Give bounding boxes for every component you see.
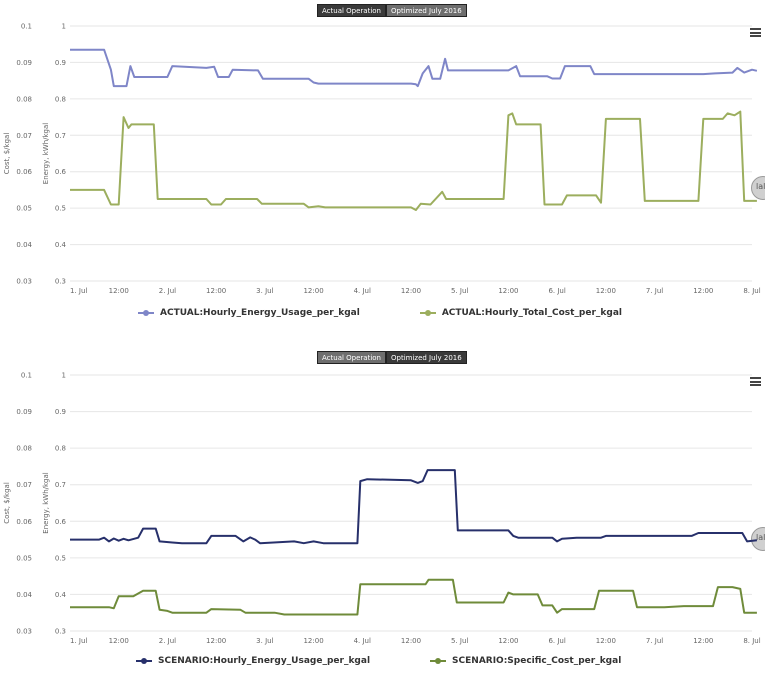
y-tick-label-energy: 1 — [62, 23, 66, 31]
x-tick-label: 8. Jul — [743, 287, 760, 295]
x-tick-label: 6. Jul — [548, 637, 565, 645]
y-tick-label-energy: 0.3 — [55, 278, 66, 286]
chart-panel-actual: Actual Operation Optimized July 2016 lal… — [0, 0, 765, 336]
y-tick-label-cost: 0.05 — [16, 554, 32, 562]
hamburger-menu-icon[interactable] — [750, 377, 761, 386]
x-tick-label: 3. Jul — [256, 637, 273, 645]
x-tick-label: 7. Jul — [646, 287, 663, 295]
y-tick-label-cost: 0.09 — [16, 59, 32, 67]
x-tick-label: 12:00 — [693, 637, 713, 645]
x-tick-label: 5. Jul — [451, 287, 468, 295]
y-tick-label-energy: 0.6 — [55, 518, 67, 526]
y-tick-label-energy: 0.5 — [55, 205, 66, 213]
x-tick-label: 4. Jul — [354, 637, 371, 645]
tab-optimized-july-2016[interactable]: Optimized July 2016 — [386, 351, 467, 364]
x-tick-label: 1. Jul — [70, 637, 87, 645]
tab-optimized-july-2016[interactable]: Optimized July 2016 — [386, 4, 467, 17]
y-tick-label-cost: 0.04 — [16, 591, 32, 599]
legend-marker-icon — [419, 310, 436, 316]
chart-legend: ACTUAL:Hourly_Energy_Usage_per_kgal ACTU… — [138, 308, 622, 318]
y-tick-label-cost: 0.1 — [21, 372, 32, 380]
series-line-energy — [70, 469, 758, 545]
scenario-tabs: Actual Operation Optimized July 2016 — [317, 4, 467, 17]
tab-actual-operation[interactable]: Actual Operation — [317, 351, 386, 364]
x-tick-label: 4. Jul — [354, 287, 371, 295]
legend-marker-icon — [430, 658, 447, 664]
y-tick-label-energy: 0.8 — [55, 445, 66, 453]
legend-label: ACTUAL:Hourly_Energy_Usage_per_kgal — [160, 308, 360, 318]
x-tick-label: 12:00 — [401, 637, 421, 645]
y-tick-label-cost: 0.08 — [16, 95, 32, 103]
y-tick-label-energy: 0.8 — [55, 95, 66, 103]
x-tick-label: 12:00 — [109, 637, 129, 645]
x-tick-label: 12:00 — [109, 287, 129, 295]
scenario-tabs: Actual Operation Optimized July 2016 — [317, 351, 467, 364]
y-tick-label-energy: 0.9 — [55, 59, 66, 67]
y-tick-label-cost: 0.06 — [16, 168, 32, 176]
tab-actual-operation[interactable]: Actual Operation — [317, 4, 386, 17]
x-tick-label: 12:00 — [206, 287, 226, 295]
y-tick-label-energy: 0.3 — [55, 628, 66, 636]
legend-label: ACTUAL:Hourly_Total_Cost_per_kgal — [441, 308, 622, 318]
y-tick-label-energy: 0.4 — [55, 241, 67, 249]
legend-item-scenario-cost[interactable]: SCENARIO:Specific_Cost_per_kgal — [430, 656, 621, 666]
y-tick-label-cost: 0.03 — [16, 278, 32, 286]
legend-marker-icon — [138, 310, 154, 316]
y-axis-title-cost: Cost, $/kgal — [3, 133, 11, 175]
x-tick-label: 2. Jul — [159, 287, 176, 295]
chart-panel-scenario: Actual Operation Optimized July 2016 lal… — [0, 348, 765, 677]
y-axis-title-energy: Energy, kWh/kgal — [42, 123, 50, 185]
chart-plot-area: 0.03 0.3 0.04 0.4 0.05 0.5 0.06 0.6 0.07 0.7 0.08 0… — [3, 23, 761, 296]
y-tick-label-energy: 0.7 — [55, 481, 66, 489]
y-tick-label-energy: 0.6 — [55, 168, 67, 176]
y-tick-label-cost: 0.07 — [16, 132, 32, 140]
legend-label: SCENARIO:Hourly_Energy_Usage_per_kgal — [158, 656, 371, 666]
x-tick-label: 3. Jul — [256, 287, 273, 295]
x-tick-label: 12:00 — [303, 287, 323, 295]
y-tick-label-cost: 0.09 — [16, 408, 32, 416]
y-axis-title-cost: Cost, $/kgal — [3, 482, 11, 524]
y-tick-label-cost: 0.07 — [16, 481, 32, 489]
y-tick-label-energy: 0.5 — [55, 554, 66, 562]
chart-plot-area: 0.03 0.3 0.04 0.4 0.05 0.5 0.06 0.6 0.07 0.7 0.08 0… — [3, 372, 761, 646]
series-line-energy — [70, 48, 758, 88]
y-tick-label-energy: 1 — [62, 372, 66, 380]
legend-item-scenario-energy[interactable]: SCENARIO:Hourly_Energy_Usage_per_kgal — [136, 656, 370, 666]
y-tick-label-energy: 0.4 — [55, 591, 67, 599]
x-tick-label: 5. Jul — [451, 637, 468, 645]
chart-legend: SCENARIO:Hourly_Energy_Usage_per_kgal SC… — [136, 656, 621, 666]
x-tick-label: 1. Jul — [70, 287, 87, 295]
y-tick-label-energy: 0.9 — [55, 408, 66, 416]
legend-item-actual-energy[interactable]: ACTUAL:Hourly_Energy_Usage_per_kgal — [138, 308, 360, 318]
legend-item-actual-cost[interactable]: ACTUAL:Hourly_Total_Cost_per_kgal — [419, 308, 622, 318]
x-tick-label: 12:00 — [206, 637, 226, 645]
x-tick-label: 12:00 — [498, 287, 518, 295]
x-tick-label: 12:00 — [596, 637, 616, 645]
y-tick-label-cost: 0.03 — [16, 628, 32, 636]
y-tick-label-cost: 0.05 — [16, 205, 32, 213]
series-line-cost — [70, 578, 757, 616]
x-tick-label: 7. Jul — [646, 637, 663, 645]
y-tick-label-cost: 0.1 — [21, 23, 32, 31]
x-tick-label: 6. Jul — [548, 287, 565, 295]
x-tick-label: 12:00 — [498, 637, 518, 645]
legend-label: SCENARIO:Specific_Cost_per_kgal — [452, 656, 622, 666]
x-tick-label: 12:00 — [693, 287, 713, 295]
x-tick-label: 12:00 — [401, 287, 421, 295]
series-line-cost — [70, 110, 757, 211]
x-tick-label: 8. Jul — [743, 637, 760, 645]
y-tick-label-energy: 0.7 — [55, 132, 66, 140]
y-axis-title-energy: Energy, kWh/kgal — [42, 472, 50, 534]
x-tick-label: 2. Jul — [159, 637, 176, 645]
legend-marker-icon — [136, 658, 152, 664]
x-tick-label: 12:00 — [596, 287, 616, 295]
x-tick-label: 12:00 — [303, 637, 323, 645]
hamburger-menu-icon[interactable] — [750, 28, 761, 37]
y-tick-label-cost: 0.04 — [16, 241, 32, 249]
y-tick-label-cost: 0.08 — [16, 445, 32, 453]
y-tick-label-cost: 0.06 — [16, 518, 32, 526]
